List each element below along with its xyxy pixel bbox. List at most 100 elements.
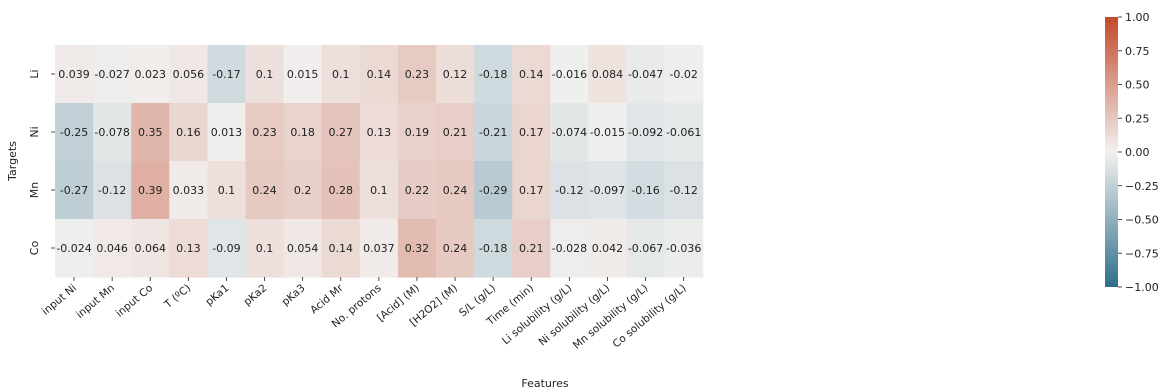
cell-value-label: 0.18 <box>290 126 315 139</box>
cell-value-label: 0.16 <box>176 126 201 139</box>
heatmap-cell <box>550 103 589 162</box>
cell-value-label: -0.29 <box>479 184 507 197</box>
cell-value-label: -0.27 <box>60 184 88 197</box>
cell-value-label: 0.24 <box>443 242 468 255</box>
cell-value-label: 0.22 <box>405 184 430 197</box>
heatmap-cell <box>321 103 361 162</box>
heatmap-cell-labels: 0.039 -0.027 0.023 0.056 -0.17 0.1 0.015 0.1 0.1… <box>56 68 701 255</box>
heatmap-cell <box>169 103 208 162</box>
heatmap-cell <box>245 45 285 104</box>
cell-value-label: 0.13 <box>367 126 392 139</box>
cell-value-label: -0.12 <box>555 184 583 197</box>
cell-value-label: 0.24 <box>252 184 277 197</box>
cell-value-label: 0.14 <box>329 242 354 255</box>
heatmap-cell <box>131 219 170 278</box>
heatmap-cell <box>55 219 94 278</box>
heatmap-cell <box>550 219 589 278</box>
heatmap-cell <box>169 219 208 278</box>
heatmap-cell <box>207 45 247 104</box>
cell-value-label: 0.21 <box>519 242 544 255</box>
heatmap-cell <box>207 103 247 162</box>
cell-value-label: 0.23 <box>405 68 430 81</box>
cell-value-label: -0.25 <box>60 126 88 139</box>
heatmap-cell <box>550 45 589 104</box>
heatmap-cell <box>664 161 704 220</box>
heatmap-cell <box>207 219 247 278</box>
cell-value-label: 0.14 <box>519 68 544 81</box>
colorbar-tick-label: 0.50 <box>1125 79 1150 92</box>
heatmap-cell <box>626 103 666 162</box>
cell-value-label: 0.32 <box>405 242 430 255</box>
heatmap-cell <box>436 45 475 104</box>
colorbar <box>1105 17 1118 287</box>
heatmap-cell <box>436 103 475 162</box>
heatmap-cell <box>169 161 208 220</box>
cell-value-label: 0.13 <box>176 242 201 255</box>
heatmap-cell <box>664 103 704 162</box>
cell-value-label: -0.061 <box>666 126 701 139</box>
heatmap-cell <box>512 219 551 278</box>
x-tick-label: input Ni <box>40 282 79 318</box>
heatmap-cell <box>436 219 475 278</box>
y-tick-label: Li <box>28 69 41 78</box>
cell-value-label: 0.084 <box>592 68 624 81</box>
cell-value-label: -0.015 <box>590 126 625 139</box>
cell-value-label: 0.023 <box>135 68 167 81</box>
cell-value-label: 0.015 <box>287 68 319 81</box>
x-axis-label: Features <box>521 377 569 390</box>
heatmap-cell <box>397 161 437 220</box>
cell-value-label: -0.18 <box>479 68 507 81</box>
heatmap-cell <box>359 103 399 162</box>
heatmap-cell <box>512 103 551 162</box>
heatmap-cell <box>131 45 170 104</box>
colorbar-tick-label: −0.50 <box>1125 214 1159 227</box>
cell-value-label: 0.17 <box>519 184 544 197</box>
cell-value-label: 0.046 <box>96 242 128 255</box>
heatmap-cell <box>664 219 704 278</box>
cell-value-label: 0.1 <box>370 184 388 197</box>
heatmap-cell <box>359 45 399 104</box>
colorbar-tick-label: −0.25 <box>1125 180 1159 193</box>
colorbar-tick-label: 0.75 <box>1125 45 1150 58</box>
heatmap-cell <box>283 219 323 278</box>
heatmap-cell <box>283 161 323 220</box>
cell-value-label: -0.09 <box>212 242 240 255</box>
cell-value-label: -0.12 <box>98 184 126 197</box>
cell-value-label: -0.097 <box>590 184 625 197</box>
heatmap-cell <box>93 103 132 162</box>
heatmap-cell <box>283 103 323 162</box>
cell-value-label: 0.19 <box>405 126 430 139</box>
cell-value-label: -0.028 <box>552 242 587 255</box>
cell-value-label: 0.054 <box>287 242 319 255</box>
cell-value-label: -0.074 <box>552 126 587 139</box>
y-axis-label: Targets <box>6 141 19 182</box>
cell-value-label: -0.02 <box>669 68 697 81</box>
y-tick-label: Mn <box>28 182 41 198</box>
x-tick-label: input Mn <box>74 282 117 321</box>
heatmap-cell <box>359 161 399 220</box>
heatmap-cell <box>626 45 666 104</box>
cell-value-label: -0.027 <box>94 68 129 81</box>
heatmap-cell <box>321 45 361 104</box>
heatmap-cell <box>626 219 666 278</box>
heatmap-cell <box>512 45 551 104</box>
y-tick-label: Ni <box>28 126 41 137</box>
cell-value-label: 0.28 <box>329 184 354 197</box>
cell-value-label: 0.23 <box>252 126 277 139</box>
heatmap-cell <box>397 219 437 278</box>
heatmap-cell <box>55 103 94 162</box>
heatmap-cell <box>474 103 513 162</box>
cell-value-label: 0.27 <box>329 126 354 139</box>
cell-value-label: 0.2 <box>294 184 312 197</box>
cell-value-label: 0.013 <box>211 126 243 139</box>
cell-value-label: 0.056 <box>173 68 205 81</box>
cell-value-label: 0.1 <box>256 68 274 81</box>
heatmap-cell <box>512 161 551 220</box>
cell-value-label: 0.21 <box>443 126 468 139</box>
cell-value-label: -0.16 <box>631 184 659 197</box>
heatmap-cell <box>474 219 513 278</box>
heatmap-cell <box>588 45 628 104</box>
heatmap-cell <box>283 45 323 104</box>
cell-value-label: 0.064 <box>135 242 167 255</box>
